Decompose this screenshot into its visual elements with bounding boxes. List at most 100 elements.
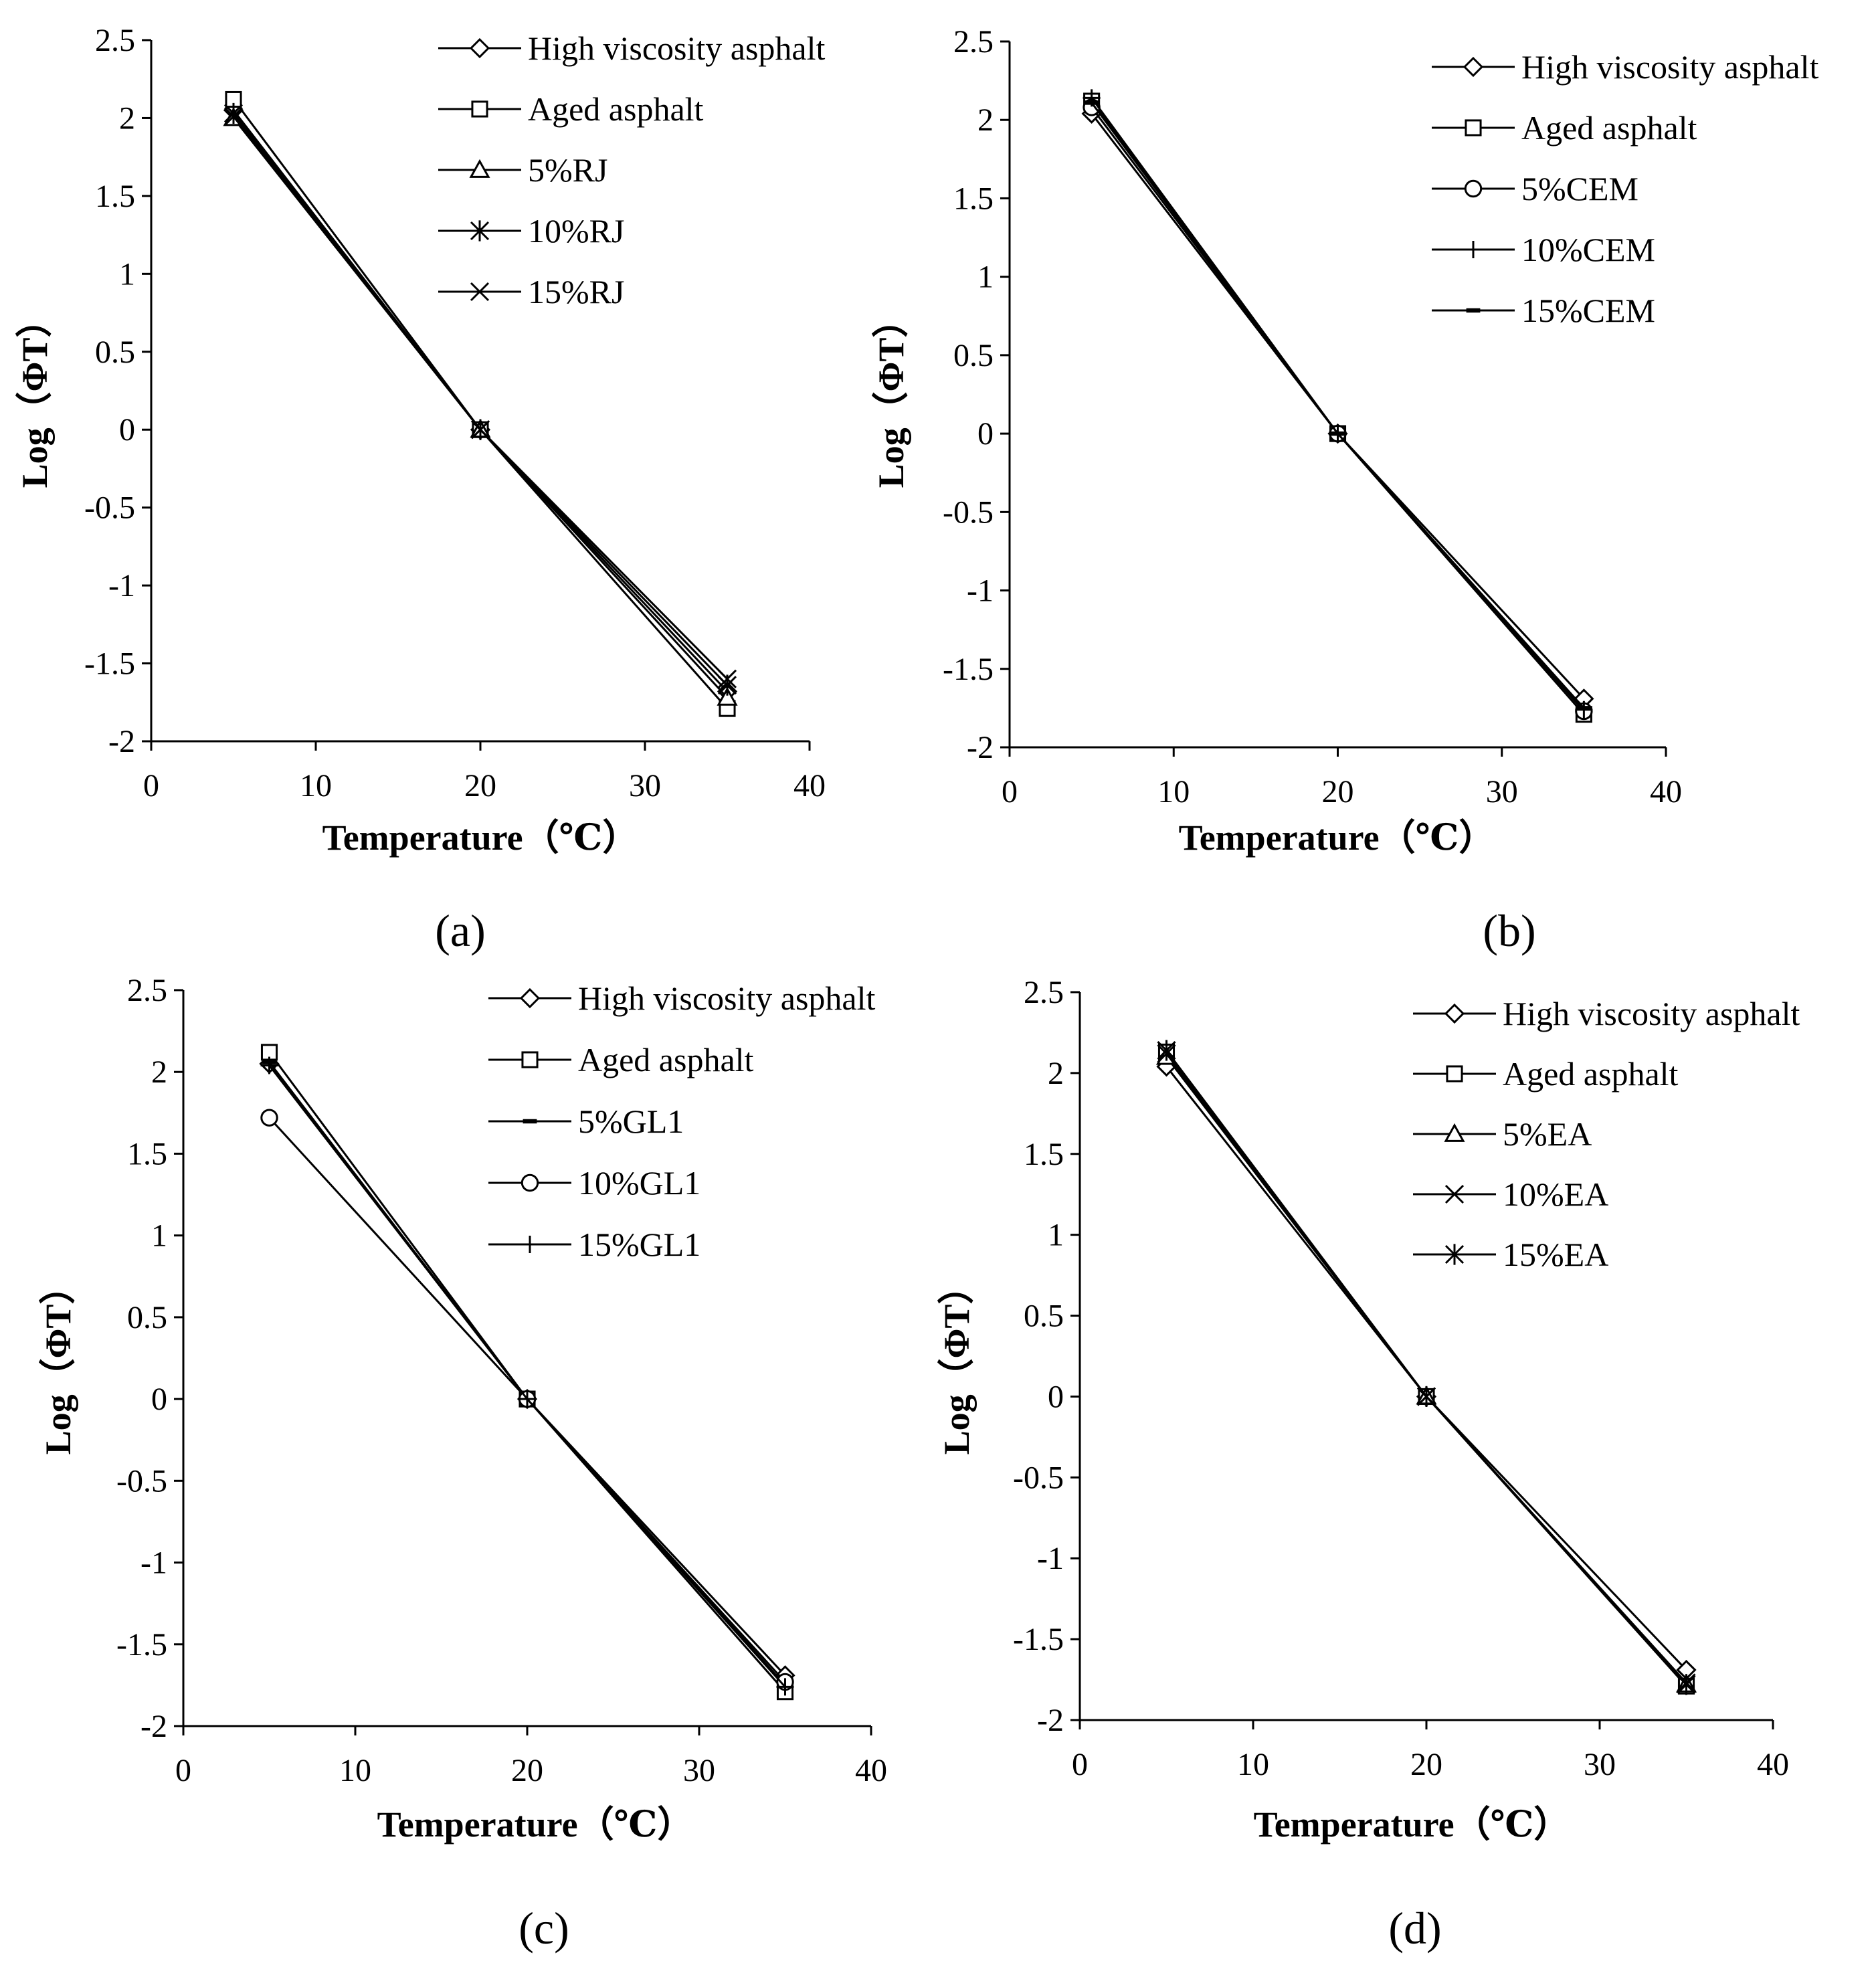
x-tick-label: 20 — [511, 1753, 543, 1788]
x-tick-label: 20 — [1322, 774, 1354, 810]
series-line — [1165, 1051, 1687, 1687]
y-tick-label: 0.5 — [127, 1300, 167, 1335]
data-point-marker — [1085, 100, 1099, 105]
y-tick-label: 0.5 — [95, 335, 135, 370]
legend-marker — [521, 1051, 539, 1068]
legend-item: 5%RJ — [438, 151, 607, 189]
legend-item: 5%EA — [1413, 1115, 1592, 1153]
y-tick-label: 1.5 — [127, 1136, 167, 1171]
legend-label: Aged asphalt — [528, 90, 704, 128]
legend: High viscosity asphalt Aged asphalt 5%RJ 10… — [438, 29, 826, 310]
legend-item: 15%CEM — [1432, 292, 1655, 329]
legend-label: 5%GL1 — [578, 1103, 684, 1140]
legend-marker — [1444, 1184, 1465, 1204]
y-tick-label: 0.5 — [1024, 1299, 1064, 1334]
panel-label: (c) — [519, 1903, 569, 1954]
legend-item: 10%EA — [1413, 1175, 1608, 1213]
legend-item: Aged asphalt — [1413, 1055, 1679, 1093]
y-axis-title: Log（ΦT） — [937, 1268, 977, 1455]
legend-marker — [1444, 1123, 1465, 1142]
legend-marker — [1465, 119, 1482, 136]
x-axis-title: Temperature（℃） — [1179, 818, 1495, 858]
y-tick-label: 2.5 — [95, 23, 135, 58]
y-tick-label: 1 — [151, 1218, 167, 1254]
legend-label: Aged asphalt — [1521, 109, 1697, 147]
data-point-marker — [1576, 706, 1591, 711]
legend-marker — [1464, 179, 1483, 198]
data-point-marker — [223, 107, 244, 126]
data-point-marker — [717, 686, 738, 706]
x-tick-label: 20 — [464, 768, 496, 804]
y-tick-label: 0.5 — [953, 338, 994, 373]
y-tick-label: 2.5 — [953, 24, 994, 60]
y-tick-label: -1 — [140, 1545, 167, 1581]
y-tick-label: -0.5 — [1013, 1460, 1064, 1495]
series-line — [1091, 102, 1585, 709]
y-tick-label: 2 — [1048, 1056, 1064, 1091]
legend-marker — [1463, 56, 1484, 78]
chart-panel-b: 2.521.510.50-0.5-1-1.5-20 10 20 30 40Tempera… — [871, 24, 1819, 956]
legend-label: High viscosity asphalt — [528, 29, 826, 67]
y-axis-title: Log（ΦT） — [15, 302, 55, 488]
legend-label: 10%RJ — [528, 212, 624, 250]
series-4 — [1157, 1040, 1696, 1695]
legend-marker — [1444, 1244, 1465, 1265]
data-point-marker — [717, 669, 737, 688]
y-tick-label: -1 — [108, 568, 135, 603]
series-1 — [260, 1044, 794, 1701]
series-3 — [1083, 89, 1593, 719]
legend: High viscosity asphalt Aged asphalt 5%EA 10… — [1413, 995, 1800, 1273]
panel-label: (b) — [1483, 905, 1535, 956]
legend-item: Aged asphalt — [1432, 109, 1697, 147]
legend-item: High viscosity asphalt — [438, 29, 826, 67]
y-tick-label: 2 — [151, 1054, 167, 1090]
chart-panel-a: 2.521.510.50-0.5-1-1.5-20 10 20 30 40Tempera… — [15, 23, 826, 956]
legend-marker — [469, 159, 490, 178]
x-axis-title: Temperature（℃） — [377, 1804, 694, 1845]
y-tick-label: 1.5 — [953, 181, 994, 216]
legend: High viscosity asphalt Aged asphalt 5%GL1 1… — [488, 979, 876, 1263]
legend-marker — [471, 100, 488, 118]
data-point-marker — [470, 420, 490, 440]
series-line — [1165, 1056, 1687, 1685]
panel-label: (d) — [1388, 1903, 1441, 1954]
legend-label: 15%RJ — [528, 273, 624, 310]
x-tick-label: 10 — [300, 768, 332, 804]
data-point-marker — [1157, 1040, 1176, 1061]
series-line — [232, 116, 729, 680]
legend-marker — [1465, 241, 1482, 258]
legend-item: 10%CEM — [1432, 231, 1655, 268]
y-tick-label: -2 — [140, 1709, 167, 1744]
y-tick-label: -0.5 — [84, 490, 135, 526]
y-axis-title: Log（ΦT） — [38, 1268, 78, 1455]
x-tick-label: 10 — [1237, 1747, 1269, 1782]
legend-item: 15%EA — [1413, 1236, 1608, 1273]
x-tick-label: 30 — [683, 1753, 715, 1788]
legend-item: 10%GL1 — [488, 1164, 700, 1202]
x-tick-label: 10 — [1157, 774, 1190, 810]
legend-label: 15%GL1 — [578, 1226, 700, 1263]
panel-label: (a) — [435, 905, 485, 956]
x-axis-title: Temperature（℃） — [1254, 1804, 1570, 1845]
legend-label: 10%EA — [1503, 1175, 1608, 1213]
y-tick-label: 2.5 — [1024, 975, 1064, 1010]
legend-label: 10%CEM — [1521, 231, 1655, 268]
legend-marker — [1444, 1003, 1465, 1024]
legend-marker — [1466, 308, 1481, 313]
y-tick-label: -0.5 — [116, 1463, 167, 1499]
series-4 — [260, 1056, 794, 1696]
x-tick-label: 40 — [855, 1753, 887, 1788]
legend-label: High viscosity asphalt — [1521, 48, 1819, 86]
x-tick-label: 30 — [1584, 1747, 1616, 1782]
y-tick-label: -1.5 — [1013, 1622, 1064, 1657]
legend-item: 5%CEM — [1432, 170, 1638, 207]
legend-marker — [519, 987, 541, 1009]
y-tick-label: 1 — [119, 256, 135, 292]
data-point-marker — [223, 102, 244, 124]
y-tick-label: 1 — [1048, 1218, 1064, 1253]
legend-label: 5%CEM — [1521, 170, 1638, 207]
data-point-marker — [260, 1056, 278, 1074]
legend-label: High viscosity asphalt — [1503, 995, 1800, 1032]
y-tick-label: 0 — [1048, 1379, 1064, 1414]
